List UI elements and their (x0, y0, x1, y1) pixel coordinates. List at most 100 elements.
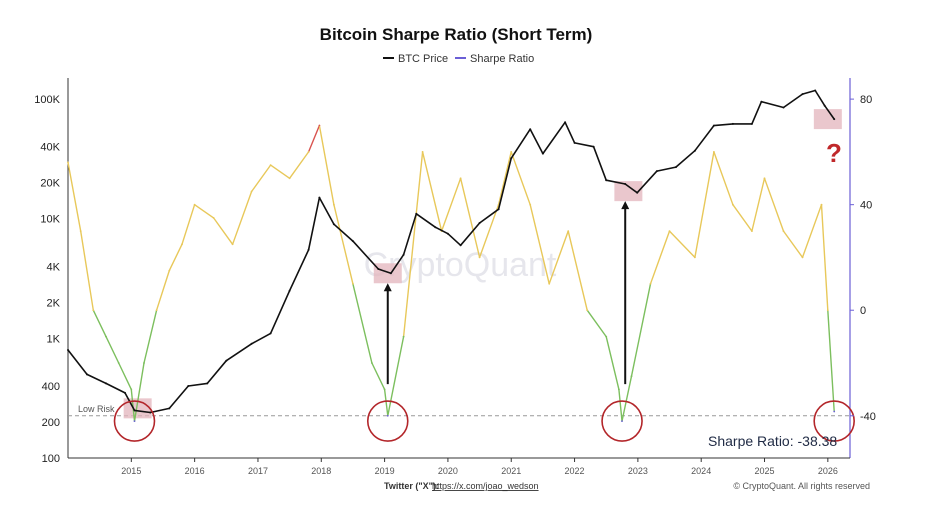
btc-price-point (168, 407, 171, 410)
btc-price-point (402, 253, 405, 256)
btc-price-point (814, 89, 817, 92)
sharpe-segment (318, 124, 335, 206)
btc-price-point (149, 411, 152, 414)
sharpe-point (250, 190, 253, 193)
sharpe-segment (621, 375, 633, 422)
sharpe-point (318, 124, 321, 127)
sharpe-segment (548, 230, 569, 285)
arrow-2022-head (621, 201, 630, 210)
x-tick-label-2020: 2020 (438, 466, 458, 476)
sharpe-point (133, 420, 136, 422)
sharpe-segment (649, 230, 671, 285)
y-left-tick-label-4K: 4K (47, 261, 61, 273)
sharpe-point (92, 309, 95, 312)
sharpe-segment (250, 164, 272, 193)
sharpe-point (478, 256, 481, 259)
btc-price-point (636, 191, 639, 194)
sharpe-segment (383, 388, 389, 417)
btc-price-point (459, 244, 462, 247)
x-tick-label-2021: 2021 (501, 466, 521, 476)
btc-price-point (434, 226, 437, 229)
sharpe-segment (732, 203, 753, 232)
arrow-2019-head (383, 283, 392, 292)
sharpe-segment (605, 335, 620, 391)
y-left-tick-label-100: 100 (42, 453, 60, 465)
btc-price-point (318, 196, 321, 199)
sharpe-segment (630, 283, 652, 377)
x-tick-label-2024: 2024 (691, 466, 711, 476)
btc-price-point (750, 122, 753, 125)
sharpe-point (801, 256, 804, 259)
legend-label-btc-price: BTC Price (398, 53, 448, 65)
sharpe-point (288, 177, 291, 180)
btc-price-point (693, 149, 696, 152)
x-tick-label-2017: 2017 (248, 466, 268, 476)
sharpe-point (586, 309, 589, 312)
sharpe-segment (763, 177, 785, 232)
x-tick-label-2019: 2019 (375, 466, 395, 476)
sharpe-segment (387, 335, 405, 417)
btc-price-point (105, 382, 107, 385)
x-axis-ticks: 2015 2016 2017 2018 2019 2020 2021 2022 2023 2024… (121, 458, 838, 476)
y-right-tick-label-40: 40 (860, 200, 872, 212)
x-tick-label-2022: 2022 (565, 466, 585, 476)
footer-copyright: © CryptoQuant. All rights reserved (733, 481, 870, 491)
sharpe-segment (67, 161, 82, 232)
btc-price-point (307, 248, 310, 251)
sharpe-segment (371, 362, 386, 391)
sharpe-segment (333, 203, 354, 285)
btc-price-point (288, 289, 291, 292)
sharpe-point (630, 375, 633, 378)
btc-price-point (510, 157, 513, 160)
sharpe-segment (402, 151, 424, 338)
circle-2019 (366, 400, 409, 442)
y-right-tick-label-80: 80 (860, 94, 872, 106)
sharpe-point (782, 230, 785, 233)
sharpe-point (117, 362, 120, 364)
highlight-box-2022 (614, 181, 643, 202)
sharpe-segment (92, 309, 107, 338)
sharpe-point (212, 217, 215, 219)
btc-price-point (541, 152, 544, 155)
x-tick-label-2016: 2016 (185, 466, 205, 476)
footer-twitter-link[interactable]: https://x.com/joao_wedson (432, 481, 539, 491)
sharpe-point (459, 177, 462, 180)
sharpe-segment (105, 335, 120, 364)
right-axis-ticks: 80 40 0 -40 (850, 94, 876, 423)
sharpe-point (510, 151, 513, 153)
sharpe-point (383, 388, 386, 391)
btc-price-point (377, 268, 380, 270)
sharpe-segment (181, 203, 196, 246)
footer-twitter-label: Twitter ("X"): (384, 481, 439, 491)
sharpe-segment (269, 164, 291, 180)
y-left-tick-label-20K: 20K (40, 178, 60, 190)
sharpe-segment (212, 217, 234, 246)
sharpe-segment (231, 190, 253, 246)
sharpe-point (605, 335, 608, 338)
sharpe-segment (694, 151, 715, 259)
sharpe-readout: Sharpe Ratio: -38.38 (708, 433, 837, 449)
sharpe-point (567, 230, 570, 233)
y-right-tick-label--40: -40 (860, 411, 876, 423)
btc-price-point (529, 128, 532, 131)
sharpe-segment (459, 177, 481, 259)
sharpe-segment (130, 388, 136, 422)
btc-price-point (801, 93, 804, 96)
btc-price-point (497, 208, 500, 211)
sharpe-segment (713, 151, 734, 206)
sharpe-point (694, 256, 696, 259)
y-right-tick-label-0: 0 (860, 305, 866, 317)
x-tick-label-2015: 2015 (121, 466, 141, 476)
legend: BTC Price Sharpe Ratio (383, 53, 534, 65)
sharpe-segment (79, 230, 95, 311)
circle-2015 (113, 400, 156, 442)
sharpe-ratio-series (67, 124, 836, 422)
circle-2026 (813, 400, 855, 442)
annotation-overlays (113, 201, 855, 442)
x-tick-label-2018: 2018 (311, 466, 331, 476)
btc-price-point (564, 121, 567, 124)
sharpe-segment (529, 203, 550, 285)
sharpe-segment (567, 230, 588, 311)
sharpe-point (67, 161, 69, 164)
low-risk-label: Low Risk (78, 404, 115, 414)
